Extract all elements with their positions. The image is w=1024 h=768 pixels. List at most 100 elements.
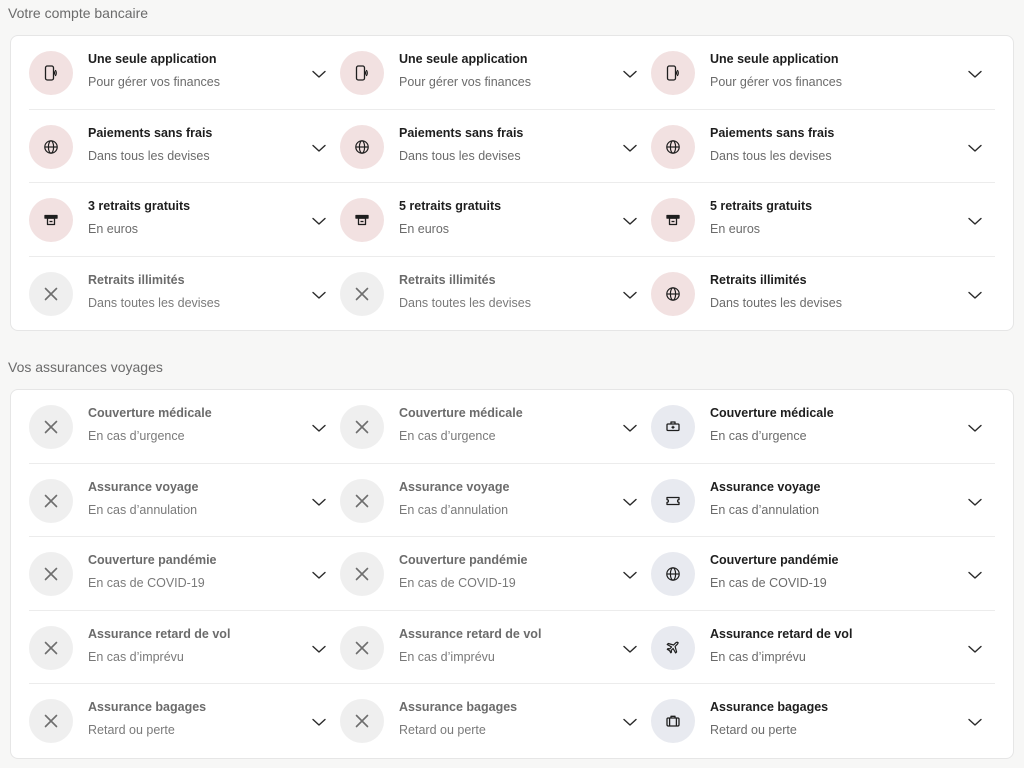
close-icon [29,552,73,596]
chevron-down-icon[interactable] [311,67,327,79]
chevron-down-icon[interactable] [967,421,983,433]
chevron-down-icon[interactable] [967,495,983,507]
chevron-down-icon[interactable] [622,214,638,226]
feature-title: Assurance voyage [710,479,821,494]
close-icon [340,405,384,449]
section-title: Votre compte bancaire [8,5,149,21]
chevron-down-icon[interactable] [311,214,327,226]
feature-cell[interactable]: Assurance voyage En cas d’annulation [651,464,1015,538]
chevron-down-icon[interactable] [967,568,983,580]
feature-subtitle: En cas d’imprévu [710,649,806,664]
feature-cell[interactable]: Couverture médicale En cas d’urgence [340,390,651,464]
chevron-down-icon[interactable] [622,715,638,727]
feature-title: Couverture pandémie [88,553,217,567]
feature-subtitle: Pour gérer vos finances [710,75,843,89]
feature-title: Paiements sans frais [399,125,524,140]
feature-title: 3 retraits gratuits [88,199,191,213]
feature-title: Couverture pandémie [399,553,528,567]
chevron-down-icon[interactable] [967,642,983,654]
close-icon [340,478,384,523]
feature-row: Assurance voyage En cas d’annulation Assur… [29,464,995,538]
feature-subtitle: En euros [399,222,450,236]
feature-cell[interactable]: Couverture médicale En cas d’urgence [651,390,1015,464]
chevron-down-icon[interactable] [622,568,638,580]
feature-cell[interactable]: Paiements sans frais Dans tous les devise… [29,110,340,184]
chevron-down-icon[interactable] [311,495,327,507]
feature-subtitle: Dans toutes les devises [710,295,843,310]
feature-cell[interactable]: Retraits illimités Dans toutes les devise… [29,257,340,331]
chevron-down-icon[interactable] [967,141,983,153]
feature-subtitle: Retard ou perte [88,723,175,737]
feature-cell[interactable]: 5 retraits gratuits En euros [340,183,651,257]
atm-icon [29,198,73,242]
section-title: Vos assurances voyages [8,359,163,375]
globe-icon [29,124,73,169]
feature-cell[interactable]: Paiements sans frais Dans tous les devise… [651,110,1015,184]
feature-row: Une seule application Pour gérer vos fina… [29,36,995,110]
feature-title: 5 retraits gratuits [710,199,813,213]
feature-title: Assurance voyage [88,479,199,494]
feature-title: Une seule application [399,52,528,66]
feature-title: Retraits illimités [88,272,185,287]
feature-subtitle: Pour gérer vos finances [88,75,221,89]
chevron-down-icon[interactable] [622,288,638,300]
feature-title: Couverture médicale [399,406,523,420]
phone-icon [651,51,695,95]
feature-cell[interactable]: Retraits illimités Dans toutes les devise… [340,257,651,331]
feature-subtitle: En cas d’imprévu [88,649,184,664]
chevron-down-icon[interactable] [311,421,327,433]
feature-cell[interactable]: Assurance bagages Retard ou perte [340,684,651,758]
feature-subtitle: En cas d’urgence [710,429,807,443]
chevron-down-icon[interactable] [622,421,638,433]
chevron-down-icon[interactable] [967,67,983,79]
feature-cell[interactable]: Paiements sans frais Dans tous les devise… [340,110,651,184]
feature-title: Une seule application [88,52,217,66]
feature-cell[interactable]: Assurance voyage En cas d’annulation [340,464,651,538]
chevron-down-icon[interactable] [311,568,327,580]
feature-cell[interactable]: Une seule application Pour gérer vos fina… [29,36,340,110]
feature-title: Paiements sans frais [710,125,835,140]
feature-cell[interactable]: 5 retraits gratuits En euros [651,183,1015,257]
feature-cell[interactable]: 3 retraits gratuits En euros [29,183,340,257]
feature-title: Couverture médicale [88,406,212,420]
chevron-down-icon[interactable] [967,288,983,300]
feature-title: Assurance bagages [88,700,207,714]
atm-icon [340,198,384,242]
close-icon [340,552,384,596]
close-icon [29,405,73,449]
feature-cell[interactable]: Assurance voyage En cas d’annulation [29,464,340,538]
feature-cell[interactable]: Assurance bagages Retard ou perte [29,684,340,758]
feature-subtitle: Pour gérer vos finances [399,75,532,89]
feature-title: Retraits illimités [710,272,807,287]
feature-subtitle: Dans tous les devises [710,148,832,163]
feature-cell[interactable]: Assurance retard de vol En cas d’imprévu [340,611,651,685]
feature-cell[interactable]: Retraits illimités Dans toutes les devise… [651,257,1015,331]
feature-cell[interactable]: Une seule application Pour gérer vos fina… [340,36,651,110]
feature-subtitle: Dans toutes les devises [399,295,532,310]
chevron-down-icon[interactable] [311,288,327,300]
feature-cell[interactable]: Assurance bagages Retard ou perte [651,684,1015,758]
chevron-down-icon[interactable] [967,214,983,226]
feature-cell[interactable]: Une seule application Pour gérer vos fina… [651,36,1015,110]
chevron-down-icon[interactable] [622,67,638,79]
close-icon [29,699,73,743]
feature-cell[interactable]: Couverture médicale En cas d’urgence [29,390,340,464]
feature-cell[interactable]: Assurance retard de vol En cas d’imprévu [29,611,340,685]
chevron-down-icon[interactable] [311,642,327,654]
chevron-down-icon[interactable] [622,141,638,153]
atm-icon [651,198,695,242]
close-icon [340,625,384,670]
feature-subtitle: En euros [88,222,139,236]
close-icon [340,271,384,316]
chevron-down-icon[interactable] [311,141,327,153]
chevron-down-icon[interactable] [622,642,638,654]
feature-cell[interactable]: Couverture pandémie En cas de COVID-19 [29,537,340,611]
feature-cell[interactable]: Assurance retard de vol En cas d’imprévu [651,611,1015,685]
chevron-down-icon[interactable] [311,715,327,727]
feature-cell[interactable]: Couverture pandémie En cas de COVID-19 [340,537,651,611]
feature-cell[interactable]: Couverture pandémie En cas de COVID-19 [651,537,1015,611]
feature-row: Assurance bagages Retard ou perte Assuranc… [29,684,995,758]
feature-subtitle: En cas de COVID-19 [88,576,205,590]
chevron-down-icon[interactable] [622,495,638,507]
chevron-down-icon[interactable] [967,715,983,727]
